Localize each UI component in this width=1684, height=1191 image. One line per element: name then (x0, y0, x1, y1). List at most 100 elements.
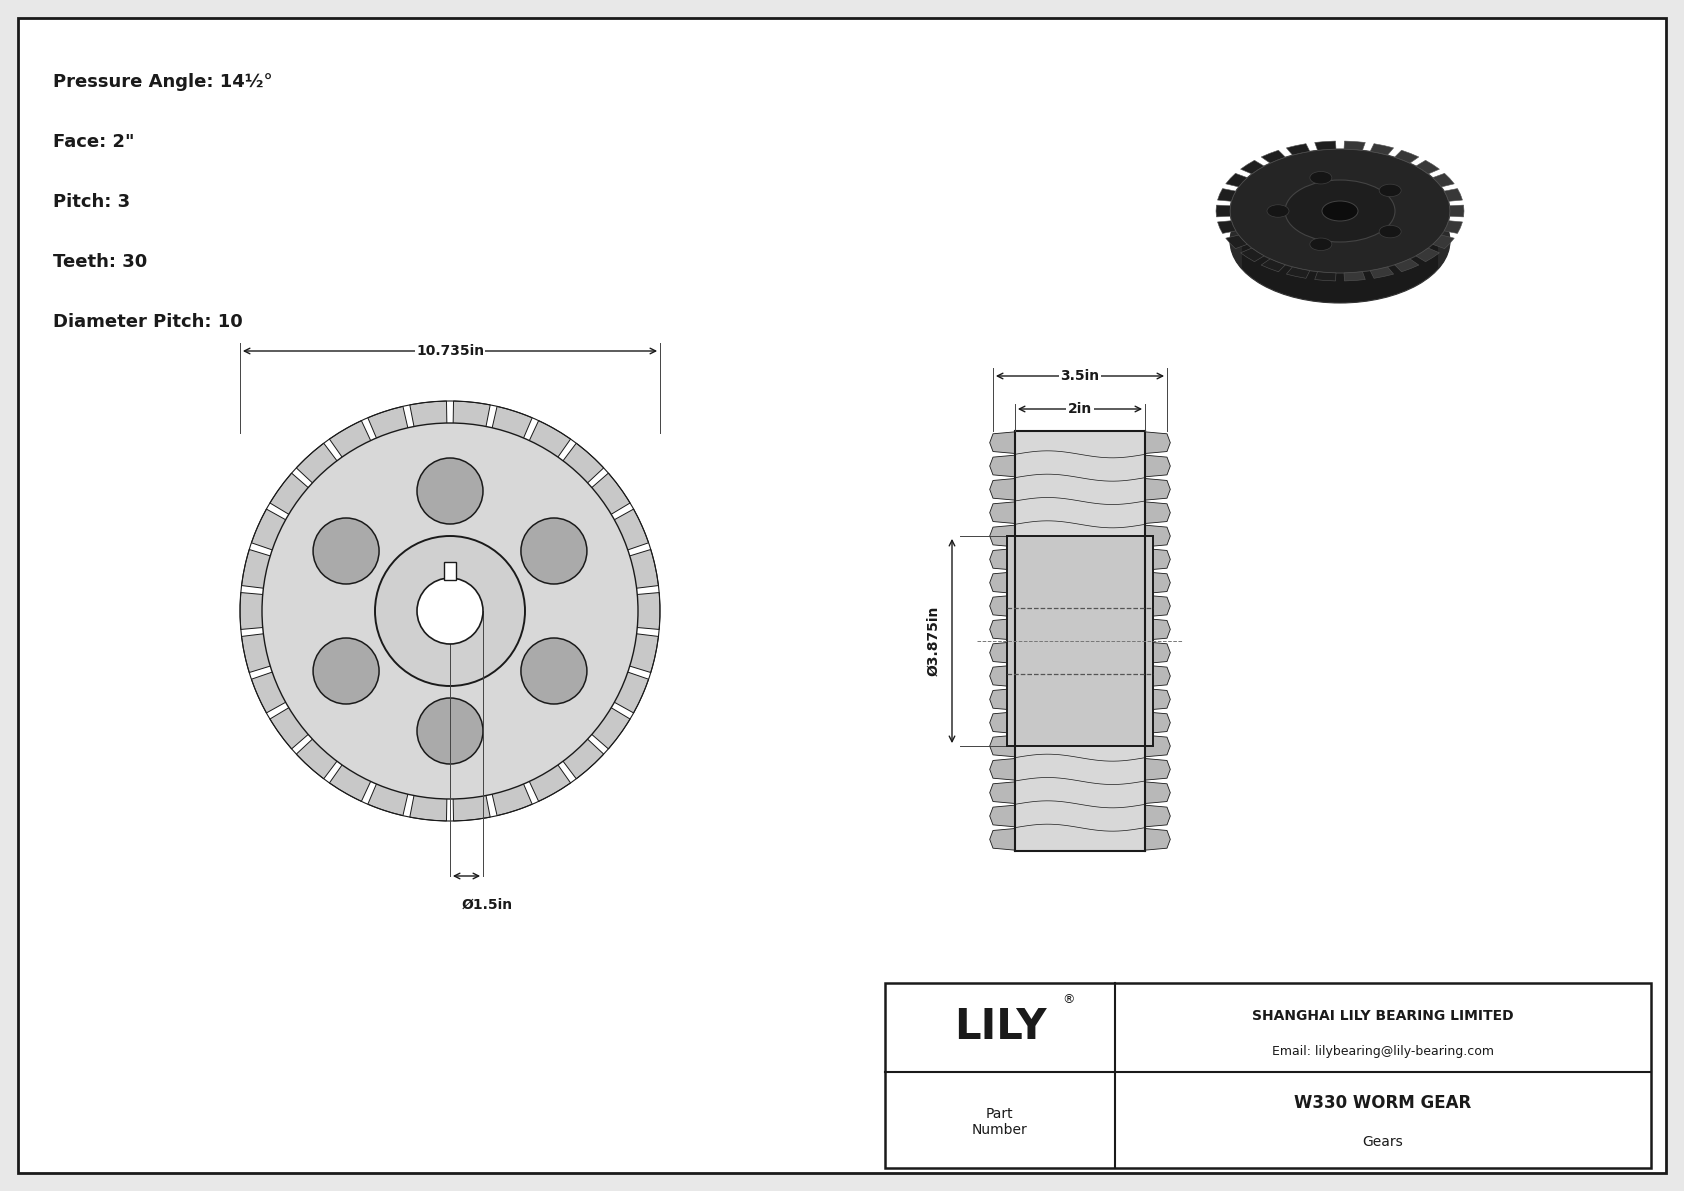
Polygon shape (241, 549, 288, 591)
Text: W330 WORM GEAR: W330 WORM GEAR (1295, 1095, 1472, 1112)
Text: Email: lilybearing@lily-bearing.com: Email: lilybearing@lily-bearing.com (1271, 1045, 1494, 1058)
Polygon shape (296, 443, 349, 495)
Polygon shape (1229, 149, 1450, 269)
Text: ®: ® (1063, 993, 1074, 1006)
Ellipse shape (1229, 149, 1450, 273)
Polygon shape (990, 479, 1015, 500)
Text: Teeth: 30: Teeth: 30 (52, 252, 147, 272)
Polygon shape (990, 596, 1015, 617)
Polygon shape (1344, 141, 1366, 150)
Polygon shape (1315, 141, 1335, 150)
Polygon shape (1287, 267, 1310, 279)
Polygon shape (1145, 642, 1170, 663)
Polygon shape (1433, 235, 1455, 249)
Polygon shape (990, 759, 1015, 780)
Polygon shape (1315, 272, 1335, 281)
Polygon shape (613, 549, 658, 591)
Polygon shape (251, 666, 301, 713)
Ellipse shape (1285, 180, 1394, 242)
Polygon shape (1287, 144, 1310, 155)
Text: 10.735in: 10.735in (416, 344, 483, 358)
Polygon shape (1145, 688, 1170, 710)
Ellipse shape (1379, 225, 1401, 238)
Polygon shape (453, 778, 490, 821)
Bar (1015, 431, 1145, 852)
Ellipse shape (1266, 205, 1288, 217)
Polygon shape (1145, 829, 1170, 850)
Polygon shape (598, 509, 648, 556)
Polygon shape (488, 767, 532, 816)
Polygon shape (552, 443, 603, 495)
Polygon shape (269, 698, 322, 749)
Polygon shape (296, 727, 349, 779)
Polygon shape (990, 432, 1015, 454)
Polygon shape (1226, 174, 1248, 187)
Circle shape (418, 578, 483, 644)
Polygon shape (1145, 665, 1170, 687)
Polygon shape (1145, 501, 1170, 524)
Polygon shape (1145, 479, 1170, 500)
Polygon shape (1433, 174, 1455, 187)
Polygon shape (990, 805, 1015, 827)
Polygon shape (598, 666, 648, 713)
Text: Pressure Angle: 14½°: Pressure Angle: 14½° (52, 73, 273, 91)
Polygon shape (1145, 525, 1170, 547)
Polygon shape (613, 631, 658, 673)
Polygon shape (990, 501, 1015, 524)
Ellipse shape (1310, 172, 1332, 183)
Polygon shape (990, 572, 1015, 593)
Polygon shape (1145, 432, 1170, 454)
Polygon shape (330, 420, 379, 472)
Circle shape (313, 638, 379, 704)
Bar (886, 983, 1650, 1168)
Text: Ø3.875in: Ø3.875in (926, 606, 940, 676)
Polygon shape (1145, 735, 1170, 756)
Polygon shape (1394, 258, 1420, 272)
Polygon shape (330, 750, 379, 802)
Polygon shape (1226, 235, 1248, 249)
Ellipse shape (1379, 185, 1401, 197)
Polygon shape (1445, 188, 1462, 201)
Text: SHANGHAI LILY BEARING LIMITED: SHANGHAI LILY BEARING LIMITED (1253, 1009, 1514, 1023)
Circle shape (418, 698, 483, 763)
Polygon shape (990, 688, 1015, 710)
Polygon shape (1445, 220, 1462, 233)
Polygon shape (1145, 572, 1170, 593)
Polygon shape (241, 593, 281, 630)
Circle shape (418, 459, 483, 524)
Ellipse shape (1310, 238, 1332, 250)
Polygon shape (241, 631, 288, 673)
Polygon shape (990, 829, 1015, 850)
Polygon shape (990, 525, 1015, 547)
Ellipse shape (1229, 179, 1450, 303)
Polygon shape (620, 593, 660, 630)
Polygon shape (251, 509, 301, 556)
Polygon shape (1145, 805, 1170, 827)
Polygon shape (522, 750, 571, 802)
Polygon shape (488, 406, 532, 455)
Circle shape (520, 638, 588, 704)
Polygon shape (1261, 258, 1285, 272)
Text: LILY: LILY (953, 1006, 1046, 1048)
Polygon shape (1145, 618, 1170, 640)
Polygon shape (990, 618, 1015, 640)
Polygon shape (522, 420, 571, 472)
Circle shape (376, 536, 525, 686)
Bar (1007, 536, 1154, 746)
Polygon shape (1344, 272, 1366, 281)
Polygon shape (990, 665, 1015, 687)
Text: Gears: Gears (1362, 1135, 1403, 1149)
Text: Part
Number: Part Number (972, 1106, 1027, 1137)
Polygon shape (1218, 220, 1236, 233)
Polygon shape (1145, 759, 1170, 780)
Polygon shape (990, 455, 1015, 476)
Polygon shape (1145, 712, 1170, 734)
Polygon shape (578, 698, 630, 749)
Polygon shape (453, 401, 490, 444)
Polygon shape (367, 406, 413, 455)
Polygon shape (367, 767, 413, 816)
Polygon shape (1241, 248, 1265, 262)
Polygon shape (1371, 267, 1394, 279)
Polygon shape (990, 712, 1015, 734)
Bar (445, 562, 456, 580)
